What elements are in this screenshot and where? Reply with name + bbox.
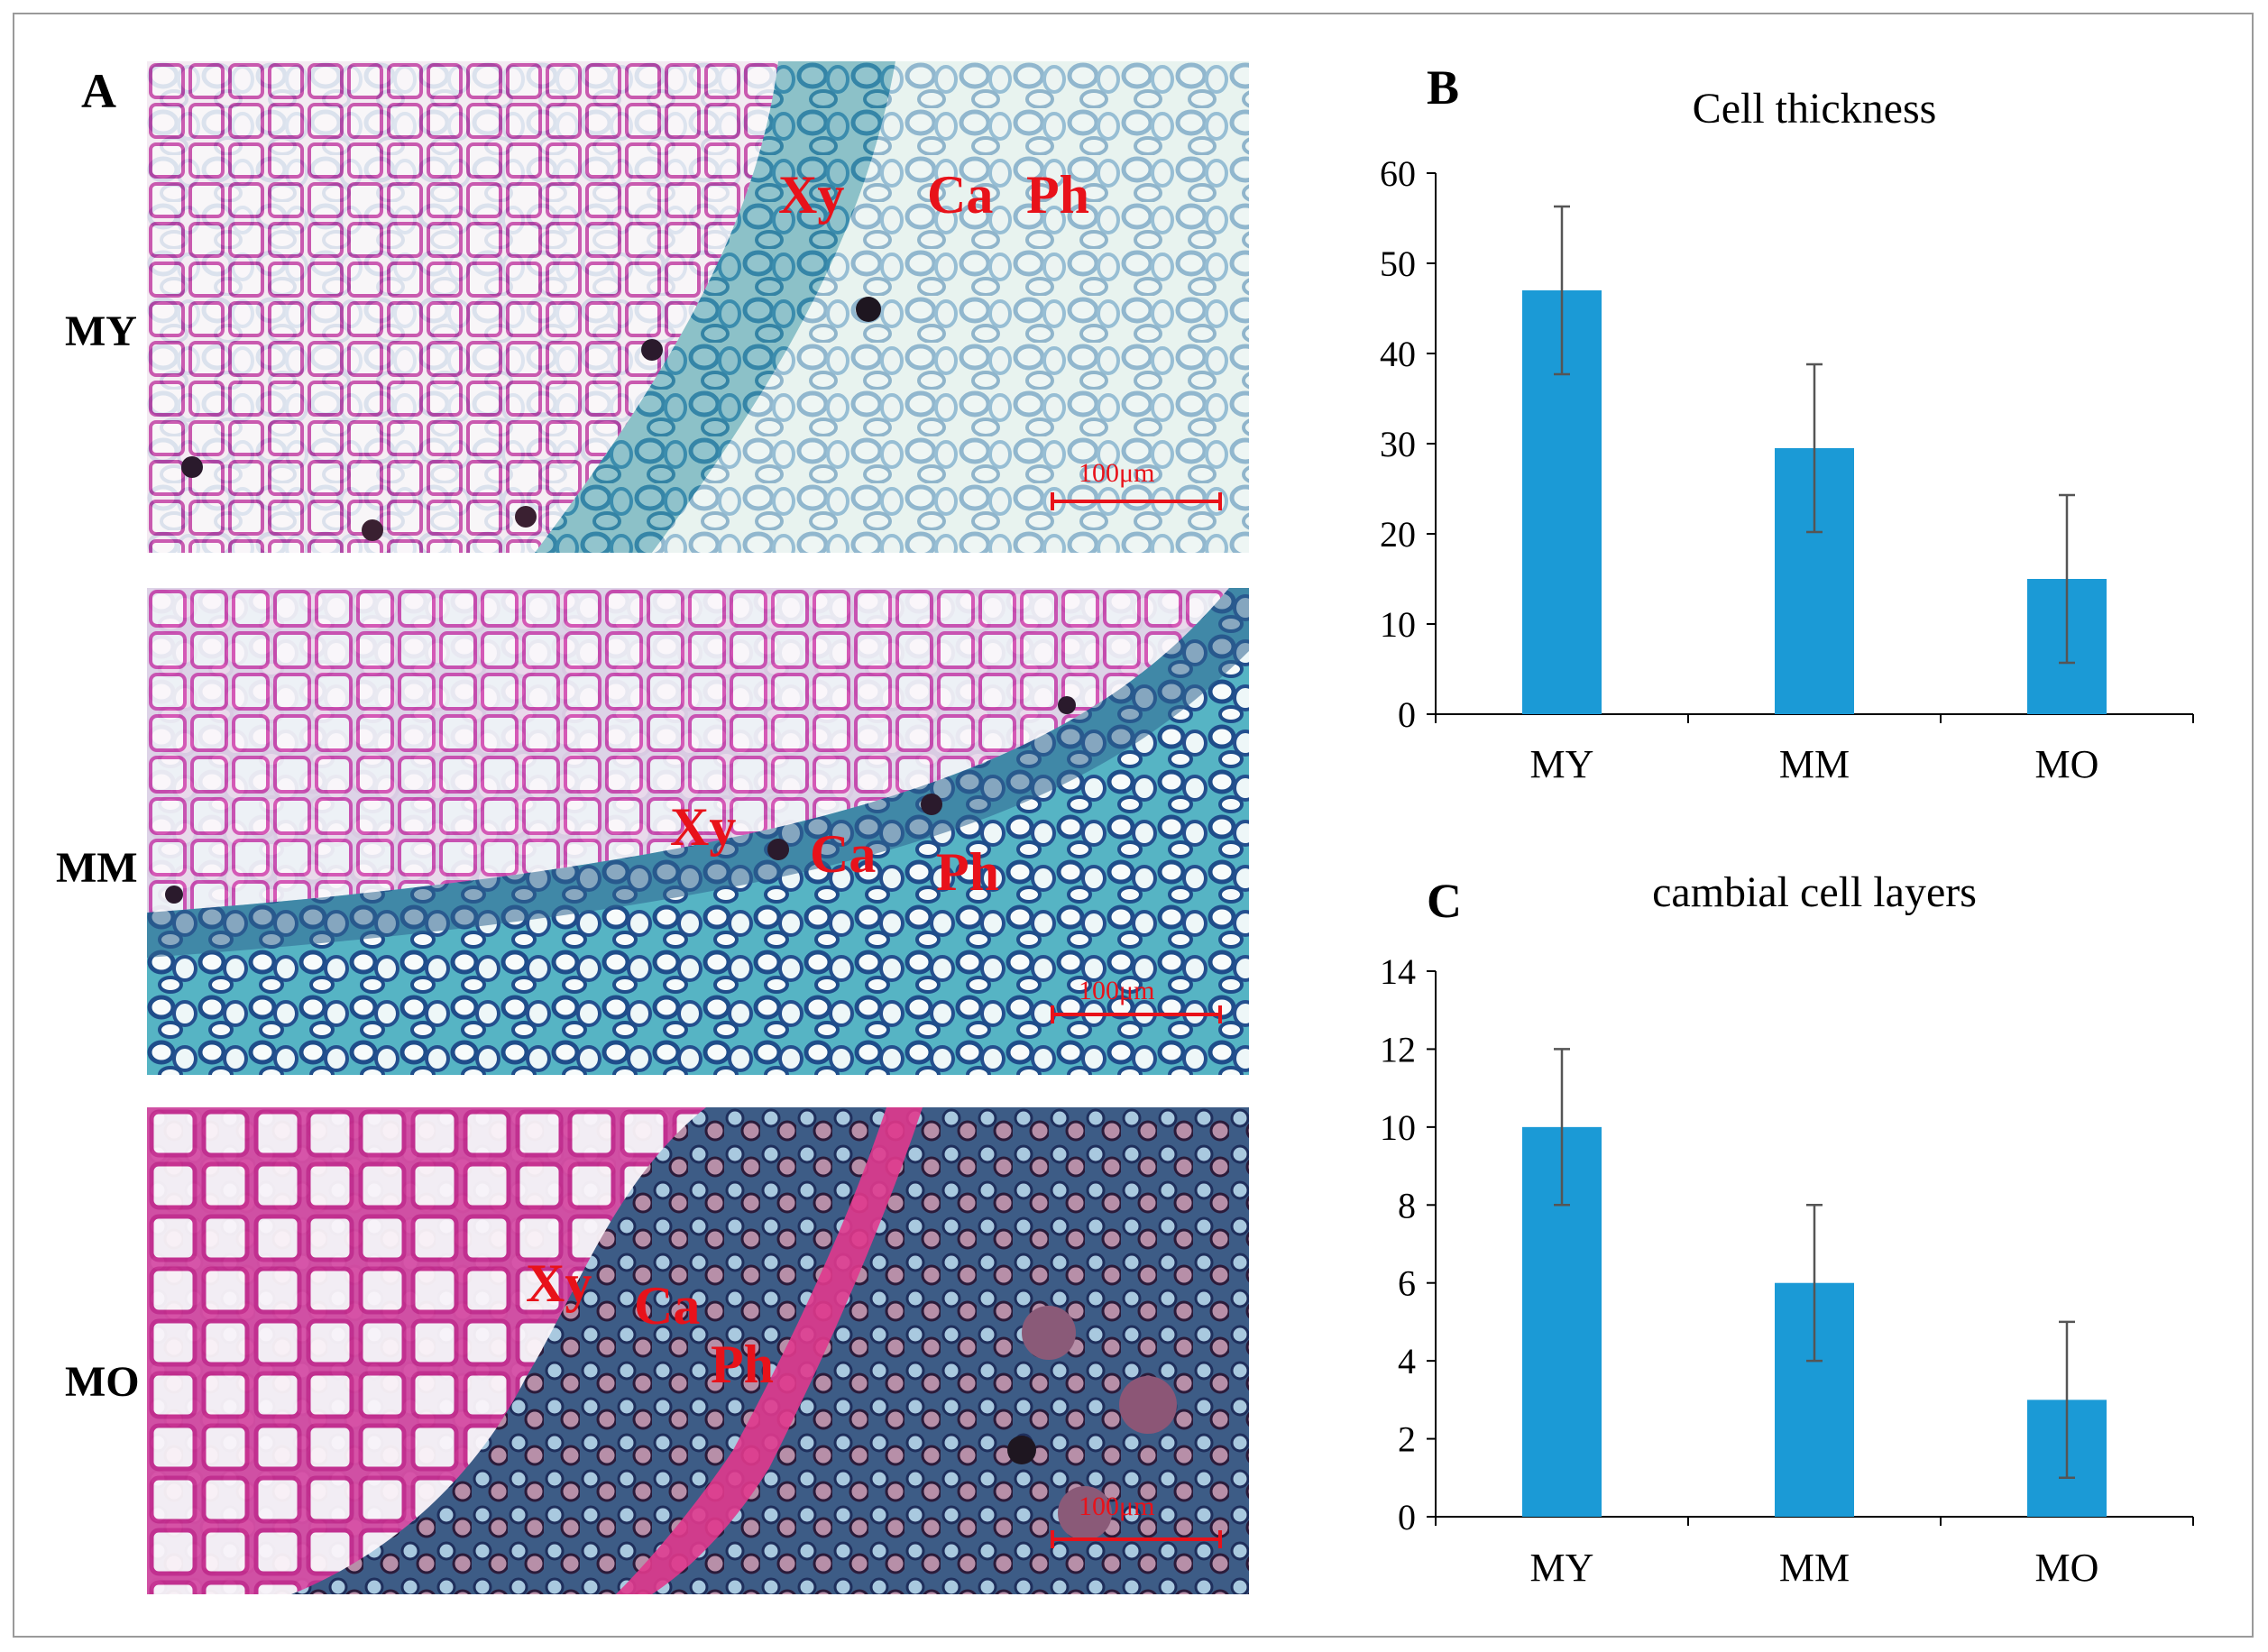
y-tick-label: 8 (1398, 1185, 1416, 1225)
y-tick-label: 12 (1380, 1029, 1416, 1069)
y-tick-label: 30 (1380, 424, 1416, 464)
annotation-phloem: Ph (711, 1335, 775, 1394)
micrograph-mo: Xy Ca Ph 100μm (147, 1107, 1249, 1594)
x-tick-label: MM (1779, 1546, 1850, 1590)
scale-bar (1051, 1530, 1222, 1548)
annotation-cambium: Ca (810, 824, 877, 884)
y-tick-label: 14 (1380, 951, 1416, 992)
micrograph-mo-image (147, 1107, 1249, 1594)
y-tick-label: 4 (1398, 1341, 1416, 1381)
annotation-cambium: Ca (634, 1276, 701, 1335)
cell-thickness-chart: Cell thickness 0 10 20 30 40 50 60 MY MM MO (1380, 85, 2194, 786)
x-tick-label: MM (1779, 742, 1850, 786)
cambial-cell-layers-chart: cambial cell layers 0 2 4 6 8 10 12 14 MY MM MO (1380, 870, 2194, 1590)
micrograph-my: Xy Ca Ph 100μm (147, 61, 1249, 553)
chart-title: Cell thickness (1693, 85, 1937, 133)
scale-bar (1051, 1005, 1222, 1023)
annotation-phloem: Ph (1026, 165, 1090, 225)
figure-frame (13, 13, 2254, 1638)
annotation-xylem: Xy (778, 165, 845, 225)
y-tick-label: 6 (1398, 1263, 1416, 1304)
row-label-mo: MO (65, 1358, 140, 1406)
annotation-xylem: Xy (526, 1253, 592, 1313)
x-tick-label: MY (1530, 742, 1594, 786)
scale-label: 100μm (1079, 1491, 1155, 1521)
scale-label: 100μm (1079, 458, 1155, 488)
panel-a-letter: A (81, 64, 116, 118)
micrograph-my-image (147, 61, 1249, 553)
annotation-xylem: Xy (670, 797, 737, 857)
scale-bar (1051, 492, 1222, 510)
y-tick-label: 50 (1380, 243, 1416, 284)
x-tick-label: MO (2035, 1546, 2099, 1590)
row-label-my: MY (65, 307, 137, 355)
y-tick-label: 10 (1380, 604, 1416, 645)
panel-b-letter: B (1427, 60, 1460, 115)
row-label-mm: MM (56, 844, 138, 892)
x-tick-label: MY (1530, 1546, 1594, 1590)
annotation-cambium: Ca (927, 165, 994, 225)
y-tick-label: 0 (1398, 694, 1416, 735)
y-tick-label: 2 (1398, 1419, 1416, 1460)
panel-c-letter: C (1427, 874, 1462, 928)
micrograph-mm: Xy Ca Ph 100μm (147, 588, 1249, 1075)
y-tick-label: 10 (1380, 1107, 1416, 1148)
y-tick-label: 0 (1398, 1497, 1416, 1537)
y-tick-label: 40 (1380, 334, 1416, 374)
y-tick-label: 20 (1380, 514, 1416, 555)
chart-title: cambial cell layers (1652, 870, 1977, 916)
y-tick-label: 60 (1380, 153, 1416, 194)
micrograph-mm-image (147, 588, 1249, 1075)
x-tick-label: MO (2035, 742, 2099, 786)
annotation-phloem: Ph (936, 842, 1000, 902)
scale-label: 100μm (1079, 976, 1155, 1005)
